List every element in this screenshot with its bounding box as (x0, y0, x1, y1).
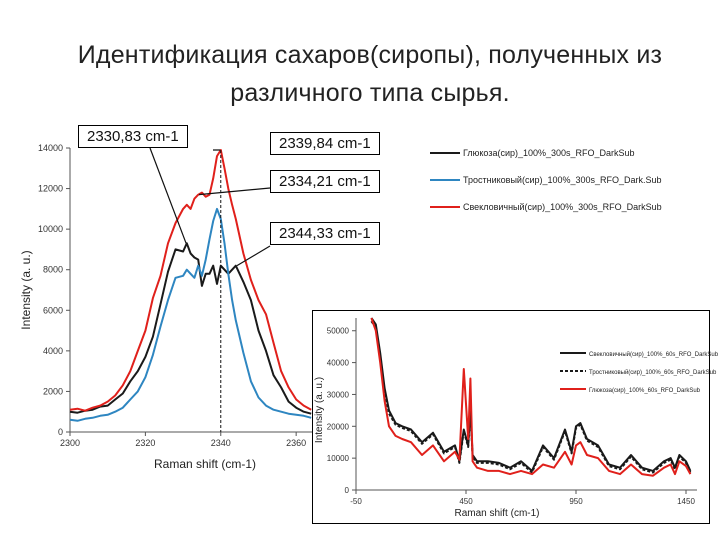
main-xtick-label-2: 2340 (211, 438, 231, 448)
inset-series-0 (370, 317, 692, 472)
slide-title: Идентификация сахаров(сиропы), полученны… (40, 36, 700, 112)
inset-legend-label-1: Тростниковый(сир)_100%_60s_RFO_DarkSub (589, 369, 717, 376)
main-ytick-label-4: 8000 (43, 265, 63, 275)
main-y-axis-title: Intensity (a. u.) (19, 250, 33, 329)
inset-xtick-label-1: 450 (459, 497, 473, 506)
inset-ytick-label-4: 40000 (327, 359, 350, 368)
inset-x-axis-title: Raman shift (cm-1) (454, 508, 539, 519)
inset-xtick-label-0: -50 (350, 497, 362, 506)
callout-2344: 2344,33 cm-1 (270, 222, 380, 245)
inset-legend-label-0: Свекловичный(сир)_100%_60s_RFO_DarkSub (589, 351, 719, 358)
main-series-2 (69, 149, 312, 412)
callout-connector-2 (198, 187, 271, 196)
inset-ytick-label-3: 30000 (327, 390, 350, 399)
inset-series-2 (370, 317, 692, 477)
main-legend-label-0: Глюкоза(сир)_100%_300s_RFO_DarkSub (463, 148, 635, 158)
main-xtick-label-3: 2360 (286, 438, 306, 448)
main-ytick-label-5: 10000 (38, 224, 63, 234)
main-ytick-label-7: 14000 (38, 143, 63, 153)
callout-connector-3 (236, 245, 271, 267)
main-ytick-label-1: 2000 (43, 386, 63, 396)
callout-connector-0 (149, 147, 187, 244)
inset-ytick-label-5: 50000 (327, 327, 350, 336)
callout-2330: 2330,83 cm-1 (78, 125, 188, 148)
main-ytick-label-3: 6000 (43, 305, 63, 315)
main-ytick-label-6: 12000 (38, 184, 63, 194)
inset-xtick-label-3: 1450 (677, 497, 695, 506)
title-line-2: различного типа сырья. (230, 79, 510, 107)
callout-2334: 2334,21 cm-1 (270, 170, 380, 193)
inset-ytick-label-2: 20000 (327, 422, 350, 431)
callout-2339: 2339,84 cm-1 (270, 132, 380, 155)
inset-legend-label-2: Глюкоза(сир)_100%_60s_RFO_DarkSub (589, 388, 701, 394)
main-xtick-label-0: 2300 (60, 438, 80, 448)
inset-xtick-label-2: 950 (569, 497, 583, 506)
main-ytick-label-2: 4000 (43, 346, 63, 356)
main-x-axis-title: Raman shift (cm-1) (154, 457, 256, 471)
main-legend-label-1: Тростниковый(сир)_100%_300s_RFO_Dark.Sub (463, 175, 662, 185)
inset-y-axis-title: Intensity (a. u.) (314, 377, 325, 443)
main-xtick-label-1: 2320 (135, 438, 155, 448)
main-series-1 (69, 207, 312, 422)
inset-ytick-label-0: 0 (345, 486, 350, 495)
inset-ytick-label-1: 10000 (327, 454, 350, 463)
inset-series-1 (370, 320, 692, 474)
title-line-1: Идентификация сахаров(сиропы), полученны… (77, 41, 663, 69)
main-ytick-label-0: 0 (58, 427, 63, 437)
main-legend-label-2: Свекловичный(сир)_100%_300s_RFO_DarkSub (463, 202, 662, 212)
